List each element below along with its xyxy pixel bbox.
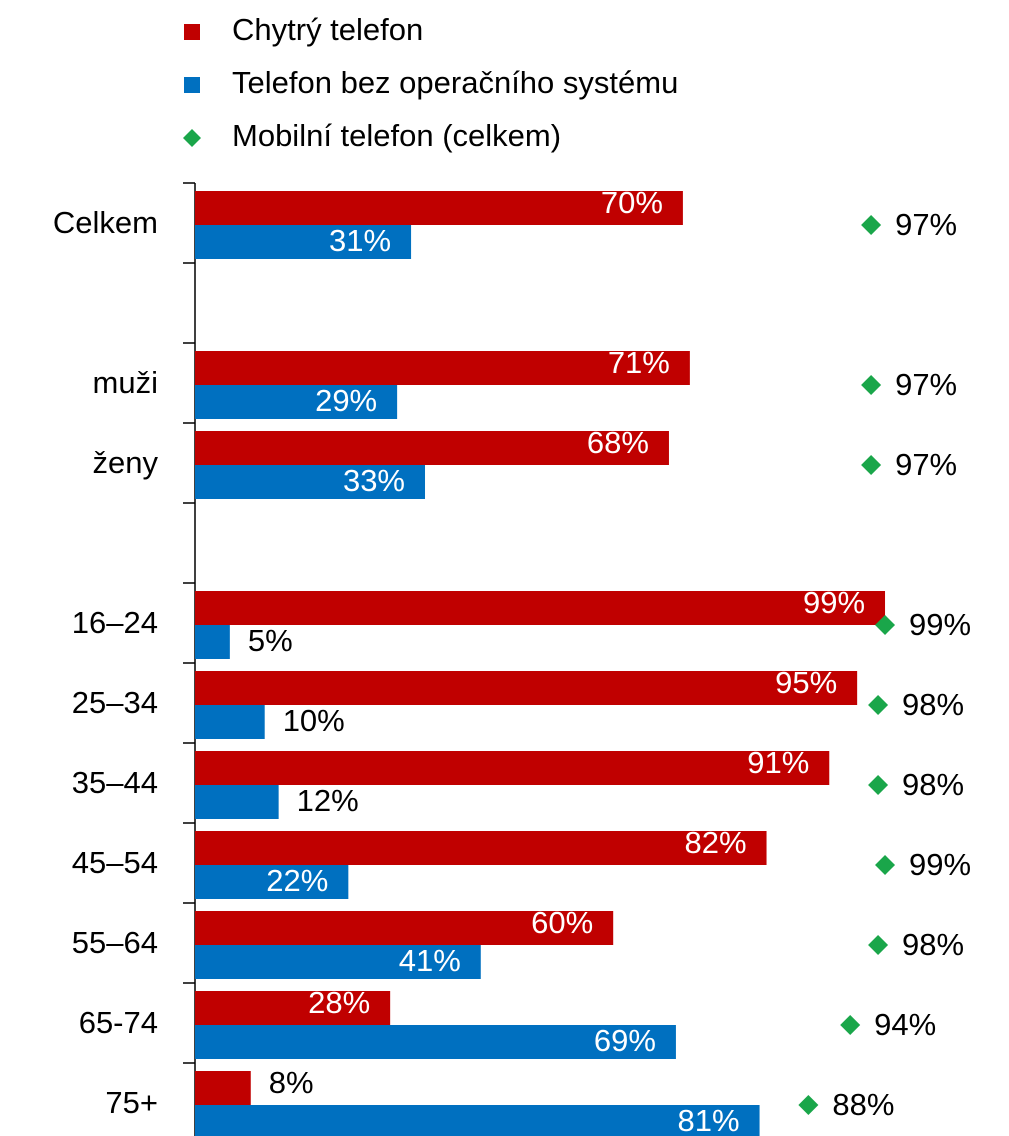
- category-label: 65-74: [79, 1005, 158, 1040]
- value-label: 97%: [895, 447, 957, 482]
- value-label: 33%: [343, 463, 405, 498]
- bar: [195, 591, 886, 625]
- value-label: 97%: [895, 367, 957, 402]
- legend-label: Telefon bez operačního systému: [232, 65, 678, 100]
- value-label: 70%: [601, 185, 663, 220]
- bar: [195, 1025, 676, 1059]
- bar: [195, 465, 426, 499]
- diamond-marker: [868, 775, 889, 795]
- value-label: 28%: [308, 985, 370, 1020]
- diamond-marker: [868, 935, 889, 955]
- value-label: 99%: [803, 585, 865, 620]
- category-label: ženy: [93, 445, 159, 480]
- legend-swatch: [184, 77, 200, 93]
- bar: [195, 751, 830, 785]
- category-label: 45–54: [72, 845, 158, 880]
- bar: [195, 625, 230, 659]
- diamond-marker: [875, 855, 896, 875]
- value-label: 88%: [832, 1087, 894, 1122]
- bar: [195, 1071, 251, 1105]
- value-label: 22%: [266, 863, 328, 898]
- value-label: 69%: [594, 1023, 656, 1058]
- category-label: 55–64: [72, 925, 158, 960]
- value-label: 99%: [909, 847, 971, 882]
- value-label: 10%: [283, 703, 345, 738]
- value-label: 98%: [902, 927, 964, 962]
- bar: [195, 191, 683, 225]
- value-label: 94%: [874, 1007, 936, 1042]
- value-label: 98%: [902, 767, 964, 802]
- legend-swatch: [184, 24, 200, 40]
- value-label: 31%: [329, 223, 391, 258]
- value-label: 29%: [315, 383, 377, 418]
- value-label: 41%: [399, 943, 461, 978]
- diamond-marker: [875, 615, 896, 635]
- legend-label: Chytrý telefon: [232, 12, 423, 47]
- diamond-marker: [798, 1095, 819, 1115]
- value-label: 82%: [684, 825, 746, 860]
- legend-swatch: [183, 129, 201, 147]
- value-label: 5%: [248, 623, 293, 658]
- category-label: Celkem: [53, 205, 158, 240]
- bar: [195, 385, 398, 419]
- category-label: 75+: [105, 1085, 158, 1120]
- value-label: 60%: [531, 905, 593, 940]
- value-label: 8%: [269, 1065, 314, 1100]
- category-label: muži: [93, 365, 158, 400]
- category-label: 35–44: [72, 765, 158, 800]
- value-label: 95%: [775, 665, 837, 700]
- bar: [195, 991, 391, 1025]
- diamond-marker: [861, 215, 882, 235]
- legend-label: Mobilní telefon (celkem): [232, 118, 561, 153]
- value-label: 71%: [608, 345, 670, 380]
- bar: [195, 945, 481, 979]
- diamond-marker: [861, 455, 882, 475]
- diamond-marker: [868, 695, 889, 715]
- bar: [195, 865, 349, 899]
- bar: [195, 1105, 760, 1136]
- bar: [195, 785, 279, 819]
- value-label: 97%: [895, 207, 957, 242]
- bar: [195, 671, 858, 705]
- value-label: 81%: [678, 1103, 740, 1136]
- diamond-marker: [861, 375, 882, 395]
- bar: [195, 431, 669, 465]
- category-label: 16–24: [72, 605, 158, 640]
- bar: [195, 225, 412, 259]
- diamond-marker: [840, 1015, 861, 1035]
- value-label: 68%: [587, 425, 649, 460]
- bar: [195, 831, 767, 865]
- value-label: 98%: [902, 687, 964, 722]
- value-label: 91%: [747, 745, 809, 780]
- bar: [195, 911, 614, 945]
- value-label: 12%: [297, 783, 359, 818]
- bar: [195, 351, 690, 385]
- value-label: 99%: [909, 607, 971, 642]
- category-label: 25–34: [72, 685, 158, 720]
- bar: [195, 705, 265, 739]
